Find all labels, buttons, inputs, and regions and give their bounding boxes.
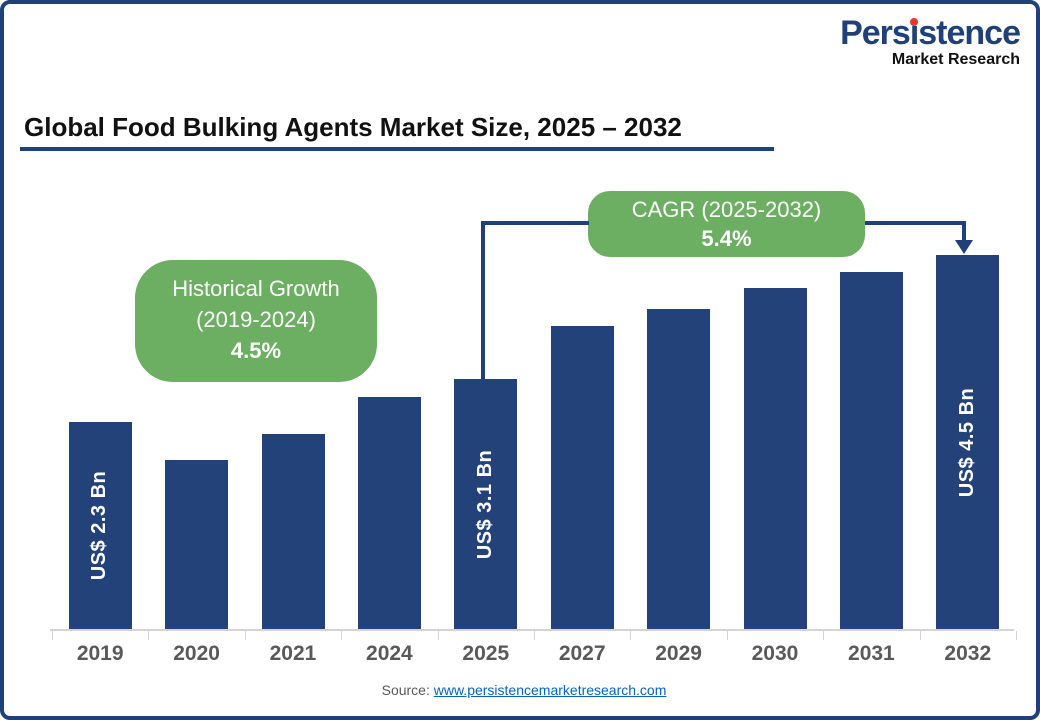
bar-2029 [647, 309, 711, 629]
source-line: Source: www.persistencemarketresearch.co… [4, 682, 1040, 698]
source-prefix: Source: [381, 682, 430, 698]
bar-value-label-2025: US$ 3.1 Bn [474, 449, 497, 559]
persistence-market-research-logo: Persistence Market Research [840, 14, 1021, 68]
x-axis-label-2027: 2027 [558, 642, 606, 665]
historical-growth-label: Historical Growth [172, 276, 340, 301]
bar-2020 [165, 460, 229, 629]
x-axis-tick [726, 631, 728, 640]
x-axis-label-2025: 2025 [462, 642, 510, 665]
bar-2031 [839, 272, 903, 629]
logo-red-dot-i: i [909, 14, 920, 52]
x-axis-tick [148, 631, 150, 640]
logo-wordmark: Persistence [840, 14, 1021, 52]
bar-2027 [550, 326, 614, 629]
x-axis-tick [52, 631, 53, 640]
logo-text-part: Pers [840, 14, 911, 52]
historical-growth-callout: Historical Growth (2019-2024) 4.5% [135, 260, 377, 382]
logo-text-part: stence [918, 14, 1021, 52]
x-axis-tick [341, 631, 343, 640]
bar-2024 [357, 397, 421, 629]
bar-2019: US$ 2.3 Bn [68, 422, 132, 629]
bar-2030 [743, 288, 807, 629]
x-axis-label-2021: 2021 [269, 642, 317, 665]
x-axis-tick [437, 631, 439, 640]
x-axis-label-2019: 2019 [76, 642, 124, 665]
bar-2032: US$ 4.5 Bn [936, 255, 1000, 629]
connector-line-right [865, 221, 966, 225]
arrow-down-icon [955, 240, 973, 254]
x-axis-line [50, 629, 1014, 631]
logo-tagline: Market Research [891, 51, 1020, 68]
historical-growth-period: (2019-2024) [196, 307, 316, 332]
connector-line-2025 [481, 223, 485, 379]
x-axis-label-2020: 2020 [173, 642, 220, 665]
x-axis-label-2030: 2030 [751, 642, 799, 665]
bar-value-label-2019: US$ 2.3 Bn [88, 470, 111, 581]
x-axis-tick [823, 631, 825, 640]
cagr-callout: CAGR (2025-2032) 5.4% [588, 191, 865, 257]
connector-line-left [481, 221, 589, 225]
bar-2021 [261, 434, 325, 629]
x-axis-label-2031: 2031 [848, 642, 895, 665]
connector-arrow-stem [962, 221, 966, 242]
bar-2025: US$ 3.1 Bn [454, 379, 518, 629]
page-title: Global Food Bulking Agents Market Size, … [24, 112, 682, 142]
cagr-value: 5.4% [701, 226, 752, 251]
x-axis-tick [630, 631, 632, 640]
x-axis-tick [244, 631, 246, 640]
historical-growth-value: 4.5% [230, 338, 282, 363]
bar-chart: US$ 2.3 Bn 2019 2020 2021 2024 US$ 3.1 Bn 2025… [4, 4, 1036, 716]
x-axis-tick [919, 631, 921, 640]
title-underline [20, 147, 774, 151]
source-link[interactable]: www.persistencemarketresearch.com [433, 682, 667, 698]
bar-value-label-2032: US$ 4.5 Bn [956, 387, 979, 497]
cagr-label: CAGR (2025-2032) [631, 197, 822, 222]
x-axis-tick [534, 631, 535, 640]
x-axis-label-2024: 2024 [366, 642, 413, 665]
x-axis-tick [1016, 631, 1017, 640]
x-axis-label-2029: 2029 [655, 642, 702, 665]
x-axis-label-2032: 2032 [944, 642, 992, 665]
